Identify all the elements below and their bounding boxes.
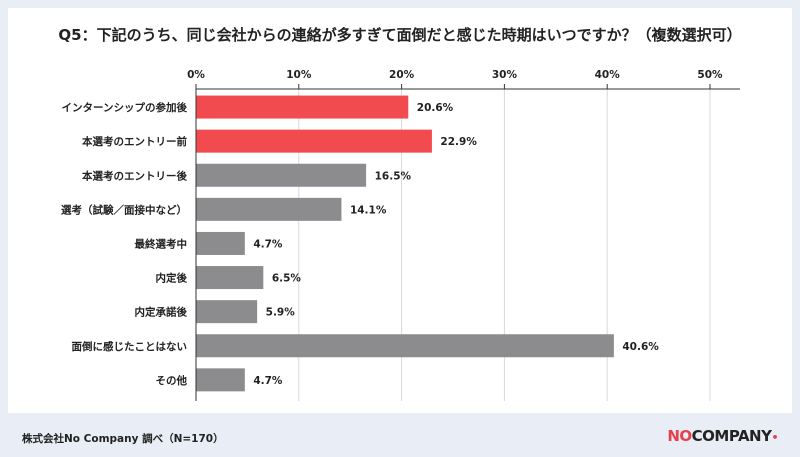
- bar: [196, 163, 367, 187]
- company-logo: NOCOMPANY•: [667, 427, 778, 445]
- bar: [196, 231, 245, 255]
- bar: [196, 266, 264, 290]
- category-label: 選考（試験／面接中など）: [61, 203, 187, 216]
- x-tick-label: 10%: [286, 69, 312, 81]
- chart-title: Q5：下記のうち、同じ会社からの連絡が多すぎて面倒だと感じた時期はいつですか？（…: [58, 26, 742, 44]
- axes: [195, 84, 740, 401]
- logo-no: NO: [667, 427, 692, 445]
- category-label: 面倒に感じたことはない: [72, 340, 188, 353]
- value-label: 20.6%: [417, 102, 454, 114]
- logo-mark: •: [771, 431, 778, 444]
- value-label: 40.6%: [622, 341, 659, 353]
- value-label: 4.7%: [253, 375, 283, 387]
- value-label: 14.1%: [350, 204, 387, 216]
- value-label: 6.5%: [272, 273, 302, 285]
- bars: [196, 95, 614, 392]
- category-label: 内定承諾後: [135, 306, 188, 319]
- value-label: 5.9%: [266, 307, 296, 319]
- category-label: インターンシップの参加後: [62, 101, 188, 114]
- bar: [196, 129, 432, 153]
- labels: 0% 10% 20% 30% 40% 50% インターンシップの参加後 20.6% 本選考のエン…: [61, 69, 723, 387]
- category-label: 本選考のエントリー前: [82, 135, 187, 148]
- bar: [196, 334, 614, 358]
- category-label: 本選考のエントリー後: [82, 169, 187, 182]
- category-label: 最終選考中: [135, 237, 188, 250]
- source-note: 株式会社No Company 調べ（N=170）: [22, 433, 224, 445]
- category-label: 内定後: [156, 272, 188, 285]
- x-tick-label: 50%: [697, 69, 723, 81]
- x-tick-label: 30%: [492, 69, 518, 81]
- x-tick-label: 40%: [595, 69, 621, 81]
- value-label: 4.7%: [253, 238, 283, 250]
- x-tick-label: 0%: [187, 69, 205, 81]
- x-tick-label: 20%: [389, 69, 415, 81]
- bar: [196, 300, 258, 324]
- bar: [196, 197, 342, 221]
- value-label: 16.5%: [375, 170, 412, 182]
- bar: [196, 95, 409, 119]
- logo-company: COMPANY: [691, 427, 772, 445]
- category-label: その他: [156, 374, 188, 387]
- value-label: 22.9%: [440, 136, 477, 148]
- bar: [196, 368, 245, 392]
